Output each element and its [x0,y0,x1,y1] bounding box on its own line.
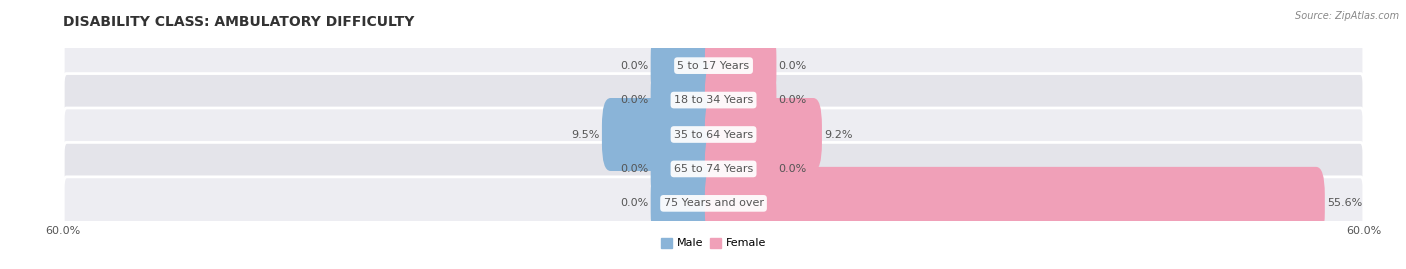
Text: 75 Years and over: 75 Years and over [664,198,763,208]
Text: 9.5%: 9.5% [571,129,600,140]
Text: 5 to 17 Years: 5 to 17 Years [678,61,749,71]
FancyBboxPatch shape [704,29,776,102]
Text: 18 to 34 Years: 18 to 34 Years [673,95,754,105]
FancyBboxPatch shape [651,167,723,240]
FancyBboxPatch shape [651,29,723,102]
Text: DISABILITY CLASS: AMBULATORY DIFFICULTY: DISABILITY CLASS: AMBULATORY DIFFICULTY [63,16,415,30]
Text: 0.0%: 0.0% [779,95,807,105]
FancyBboxPatch shape [704,132,776,206]
Text: 0.0%: 0.0% [620,164,648,174]
FancyBboxPatch shape [63,39,1364,92]
Text: 35 to 64 Years: 35 to 64 Years [673,129,754,140]
Text: 0.0%: 0.0% [620,198,648,208]
FancyBboxPatch shape [63,73,1364,127]
FancyBboxPatch shape [704,63,776,137]
Text: 0.0%: 0.0% [779,164,807,174]
Text: 55.6%: 55.6% [1327,198,1362,208]
FancyBboxPatch shape [651,132,723,206]
FancyBboxPatch shape [704,98,823,171]
FancyBboxPatch shape [651,63,723,137]
Text: 65 to 74 Years: 65 to 74 Years [673,164,754,174]
FancyBboxPatch shape [63,177,1364,230]
FancyBboxPatch shape [63,142,1364,196]
Legend: Male, Female: Male, Female [657,233,770,253]
FancyBboxPatch shape [63,108,1364,161]
Text: 0.0%: 0.0% [779,61,807,71]
FancyBboxPatch shape [704,167,1324,240]
FancyBboxPatch shape [602,98,723,171]
Text: Source: ZipAtlas.com: Source: ZipAtlas.com [1295,11,1399,21]
Text: 9.2%: 9.2% [824,129,852,140]
Text: 0.0%: 0.0% [620,95,648,105]
Text: 0.0%: 0.0% [620,61,648,71]
